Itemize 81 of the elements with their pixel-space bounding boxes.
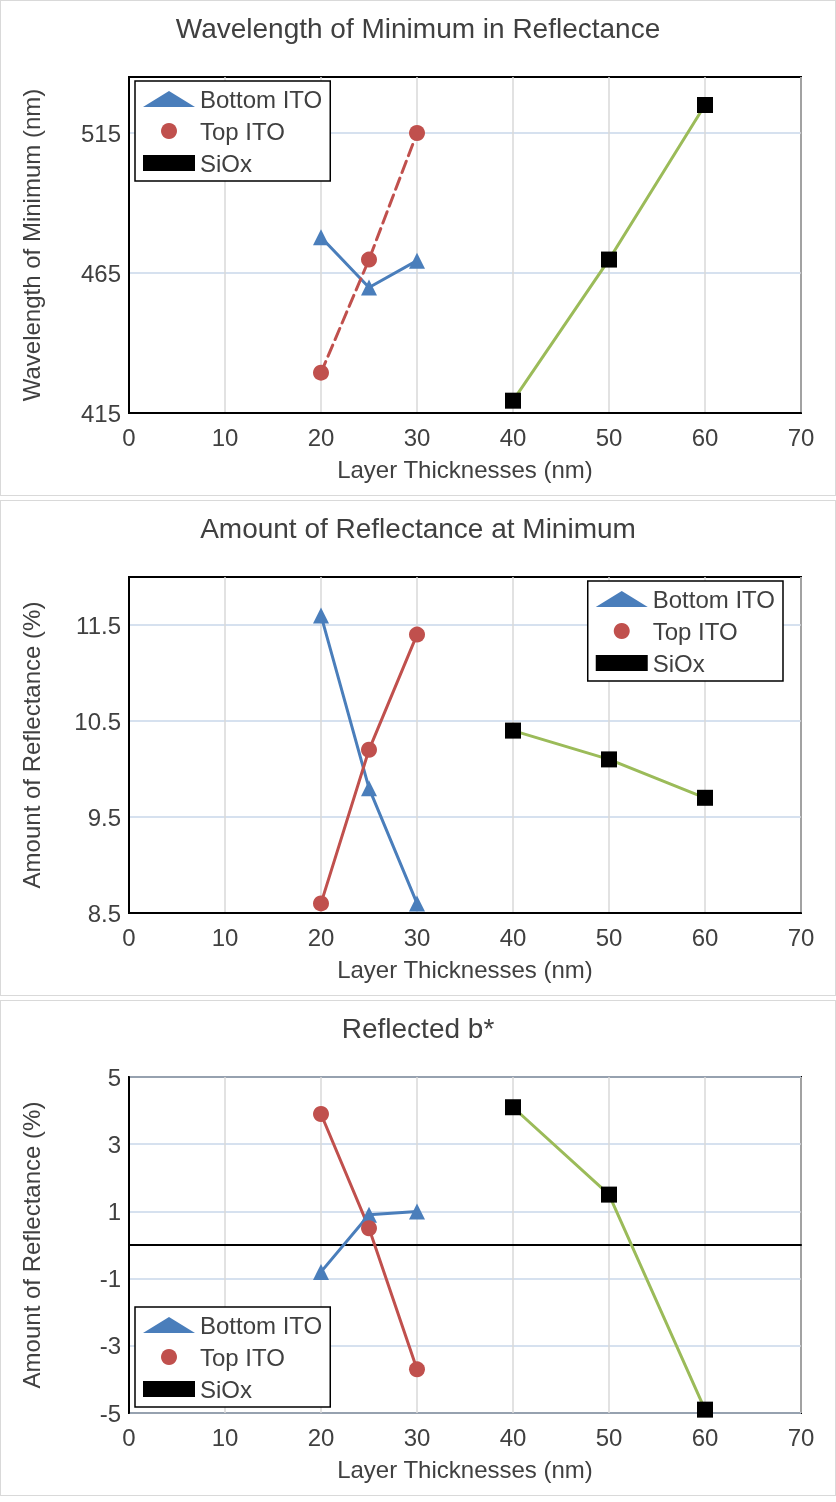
point	[601, 751, 617, 768]
point	[697, 97, 713, 113]
x-axis-title: Layer Thicknesses (nm)	[337, 955, 593, 983]
legend-label: Top ITO	[200, 117, 285, 145]
x-tick-label: 20	[307, 923, 335, 951]
x-tick-label: 0	[122, 923, 136, 951]
legend-label: SiOx	[200, 1375, 253, 1403]
point	[361, 251, 377, 268]
y-axis-title: Wavelength of Minimum (nm)	[17, 88, 45, 402]
y-tick-label: 3	[107, 1130, 121, 1158]
point	[313, 1105, 329, 1122]
legend-label: SiOx	[200, 149, 253, 177]
x-tick-label: 0	[122, 1423, 136, 1451]
y-tick-label: -3	[99, 1332, 121, 1360]
x-tick-label: 30	[403, 923, 431, 951]
x-tick-label: 50	[595, 923, 623, 951]
point	[361, 279, 377, 296]
x-tick-label: 60	[691, 923, 719, 951]
legend-label: Top ITO	[652, 617, 738, 645]
point	[409, 252, 425, 269]
x-tick-label: 50	[595, 1423, 623, 1451]
point	[409, 1361, 425, 1378]
point	[361, 741, 377, 758]
point	[313, 229, 329, 246]
point	[361, 1220, 377, 1237]
point	[505, 392, 521, 409]
y-tick-label: 5	[107, 1063, 121, 1091]
y-tick-label: 1	[107, 1197, 121, 1225]
chart-title: Reflected b*	[341, 1012, 495, 1044]
y-tick-label: 415	[80, 399, 121, 427]
y-tick-label: 515	[80, 119, 121, 147]
legend-label: Bottom ITO	[652, 585, 775, 613]
legend-label: Bottom ITO	[200, 1311, 323, 1339]
x-tick-label: 70	[787, 1423, 815, 1451]
point	[409, 125, 425, 141]
x-tick-label: 40	[499, 423, 527, 451]
point	[697, 1401, 713, 1418]
point	[697, 789, 713, 806]
x-tick-label: 30	[403, 1423, 431, 1451]
x-tick-label: 60	[691, 1423, 719, 1451]
x-tick-label: 20	[307, 423, 335, 451]
legend-label: Bottom ITO	[200, 85, 323, 113]
point	[505, 1099, 521, 1116]
y-tick-label: 8.5	[87, 899, 121, 927]
point	[601, 1186, 617, 1203]
point	[313, 1263, 329, 1280]
x-tick-label: 10	[211, 923, 239, 951]
x-tick-label: 40	[499, 1423, 527, 1451]
y-tick-label: -1	[99, 1265, 121, 1293]
y-axis-title: Amount of Reflectance (%)	[17, 601, 45, 889]
point	[313, 895, 329, 912]
y-tick-label: 465	[80, 259, 121, 287]
point	[313, 364, 329, 381]
x-tick-label: 10	[211, 1423, 239, 1451]
chart-title: Wavelength of Minimum in Reflectance	[175, 12, 661, 44]
y-axis-title: Amount of Reflectance (%)	[17, 1101, 45, 1389]
point	[601, 251, 617, 268]
point	[409, 895, 425, 912]
y-tick-label: 9.5	[87, 803, 121, 831]
y-tick-label: -5	[99, 1399, 121, 1427]
point	[409, 626, 425, 643]
x-tick-label: 20	[307, 1423, 335, 1451]
legend-label: Top ITO	[200, 1343, 285, 1371]
y-tick-label: 11.5	[76, 611, 121, 639]
point	[313, 607, 329, 624]
legend-label: SiOx	[652, 649, 705, 677]
x-tick-label: 10	[211, 423, 239, 451]
x-axis-title: Layer Thicknesses (nm)	[337, 455, 593, 483]
x-tick-label: 0	[122, 423, 136, 451]
x-tick-label: 40	[499, 923, 527, 951]
x-tick-label: 70	[787, 923, 815, 951]
x-tick-label: 60	[691, 423, 719, 451]
point	[505, 722, 521, 739]
x-tick-label: 50	[595, 423, 623, 451]
x-tick-label: 30	[403, 423, 431, 451]
chart-title: Amount of Reflectance at Minimum	[200, 512, 636, 544]
point	[409, 1203, 425, 1220]
x-axis-title: Layer Thicknesses (nm)	[337, 1455, 593, 1483]
y-tick-label: 10.5	[74, 707, 121, 735]
x-tick-label: 70	[787, 423, 815, 451]
point	[361, 780, 377, 797]
